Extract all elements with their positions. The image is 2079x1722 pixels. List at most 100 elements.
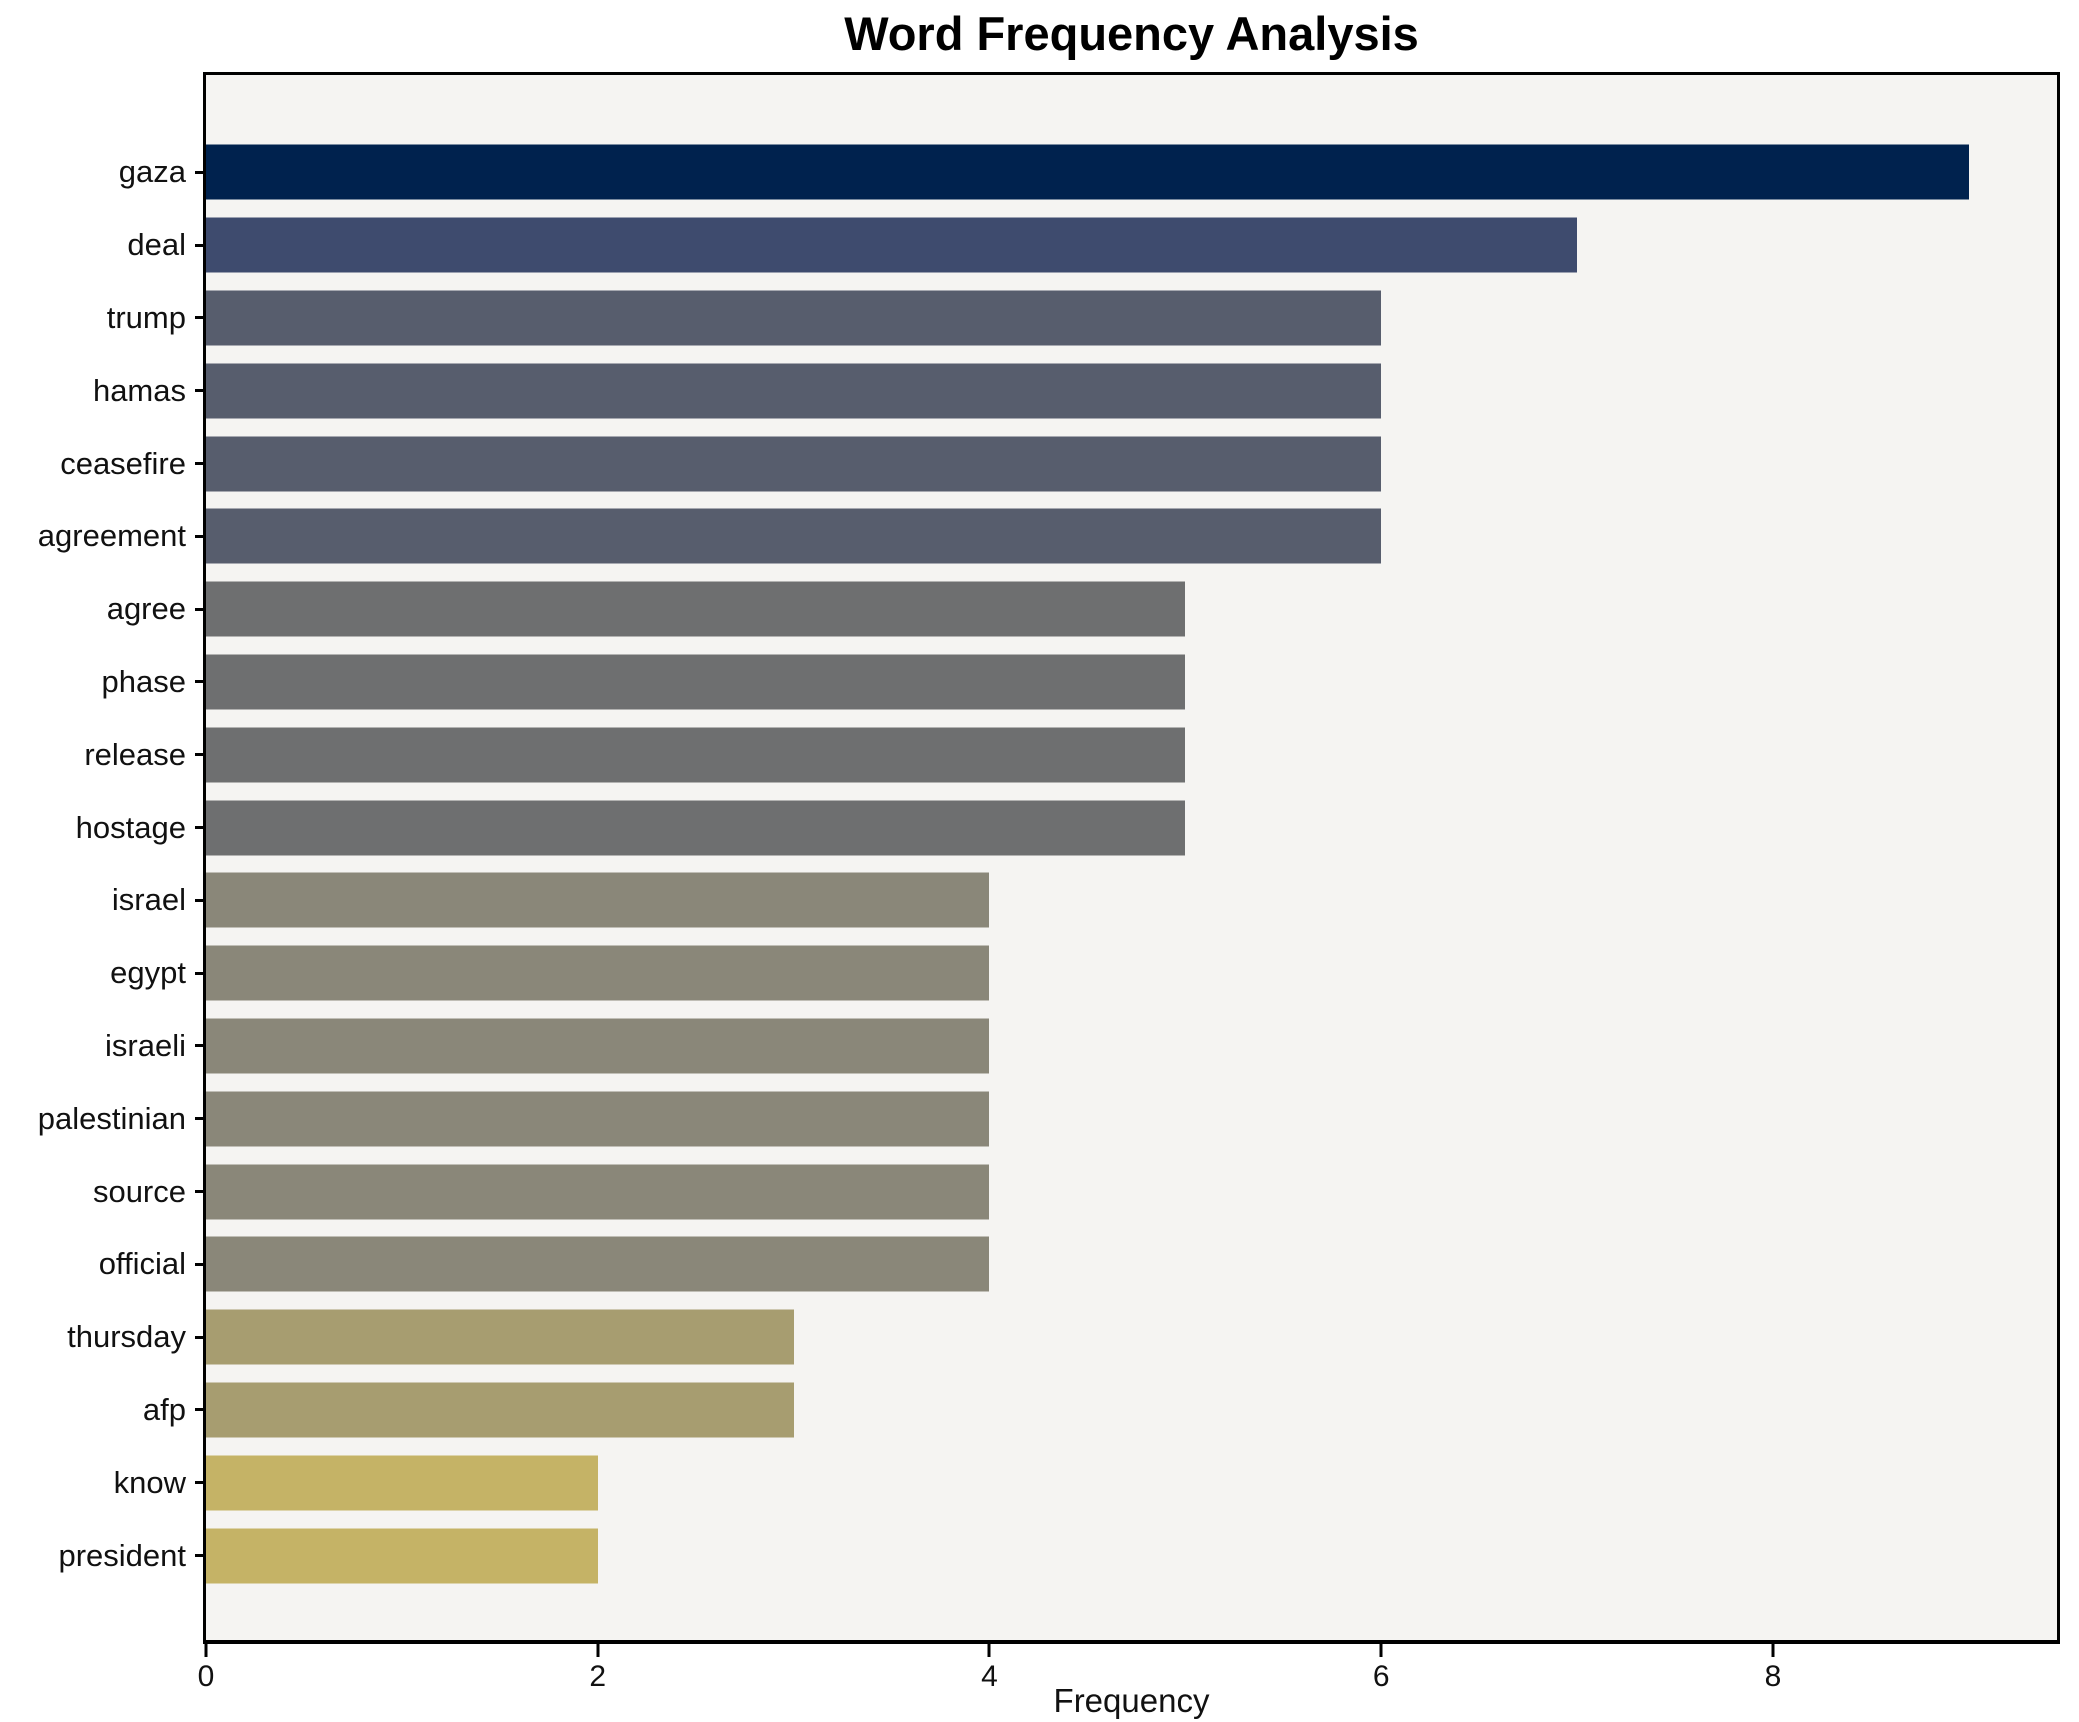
category-label: know xyxy=(0,1465,206,1501)
category-label-text: deal xyxy=(127,227,186,263)
x-tick-mark xyxy=(1771,1644,1775,1657)
category-label: afp xyxy=(0,1392,206,1428)
category-label: release xyxy=(0,737,206,773)
category-label: deal xyxy=(0,227,206,263)
x-axis-ticks: 0 2 4 6 8 xyxy=(198,1644,2057,1704)
bar-track xyxy=(206,718,2057,791)
y-tick-mark xyxy=(195,389,206,393)
y-tick-mark xyxy=(195,1117,206,1121)
bar-row: gaza xyxy=(0,136,2060,209)
bar-track xyxy=(206,646,2057,719)
y-tick-mark xyxy=(195,462,206,466)
y-tick-mark xyxy=(195,898,206,902)
category-label-text: source xyxy=(92,1173,186,1209)
category-label-text: ceasefire xyxy=(60,445,186,481)
frequency-bar xyxy=(206,290,1382,346)
category-label-text: israeli xyxy=(105,1027,186,1063)
bar-row: know xyxy=(0,1446,2060,1519)
category-label: president xyxy=(0,1538,206,1574)
bar-row: israeli xyxy=(0,1010,2060,1083)
category-label: hamas xyxy=(0,373,206,409)
x-tick-mark xyxy=(596,1644,600,1657)
frequency-bar xyxy=(206,1236,990,1292)
bar-rows-container: gaza deal trump hamas ceasefire agreement agre… xyxy=(0,72,2060,1644)
bar-row: afp xyxy=(0,1374,2060,1447)
y-tick-mark xyxy=(195,1408,206,1412)
frequency-bar xyxy=(206,508,1382,564)
category-label-text: trump xyxy=(106,299,186,335)
bar-track xyxy=(206,282,2057,355)
x-tick-label: 2 xyxy=(589,1660,607,1693)
bar-row: phase xyxy=(0,646,2060,719)
category-label: phase xyxy=(0,664,206,700)
y-tick-mark xyxy=(195,1481,206,1485)
category-label: ceasefire xyxy=(0,446,206,482)
bar-track xyxy=(206,136,2057,209)
bar-row: release xyxy=(0,718,2060,791)
frequency-bar xyxy=(206,581,1186,637)
bar-track xyxy=(206,1301,2057,1374)
y-tick-mark xyxy=(195,753,206,757)
frequency-bar xyxy=(206,1528,598,1584)
y-tick-mark xyxy=(195,607,206,611)
frequency-bar xyxy=(206,654,1186,710)
category-label: official xyxy=(0,1246,206,1282)
y-tick-mark xyxy=(195,170,206,174)
y-tick-mark xyxy=(195,1190,206,1194)
category-label: thursday xyxy=(0,1319,206,1355)
bar-row: agree xyxy=(0,573,2060,646)
y-tick-mark xyxy=(195,826,206,830)
category-label-text: official xyxy=(98,1246,186,1282)
frequency-bar xyxy=(206,1309,794,1365)
bar-track xyxy=(206,209,2057,282)
category-label-text: thursday xyxy=(67,1319,186,1355)
category-label: gaza xyxy=(0,154,206,190)
bar-track xyxy=(206,573,2057,646)
y-tick-mark xyxy=(195,316,206,320)
y-tick-mark xyxy=(195,1335,206,1339)
x-tick-mark xyxy=(987,1644,991,1657)
bar-row: thursday xyxy=(0,1301,2060,1374)
bar-track xyxy=(206,427,2057,500)
x-axis-label: Frequency xyxy=(1053,1682,1210,1719)
bar-track xyxy=(206,1228,2057,1301)
bar-track xyxy=(206,1010,2057,1083)
y-tick-mark xyxy=(195,971,206,975)
bar-track xyxy=(206,500,2057,573)
category-label: palestinian xyxy=(0,1101,206,1137)
bar-row: palestinian xyxy=(0,1082,2060,1155)
category-label: agree xyxy=(0,591,206,627)
y-tick-mark xyxy=(195,1262,206,1266)
category-label-text: agree xyxy=(106,591,186,627)
bar-row: trump xyxy=(0,282,2060,355)
frequency-bar xyxy=(206,144,1969,200)
y-tick-mark xyxy=(195,534,206,538)
category-label-text: palestinian xyxy=(37,1100,186,1136)
bar-row: egypt xyxy=(0,937,2060,1010)
category-label-text: hamas xyxy=(92,372,186,408)
category-label-text: president xyxy=(58,1537,186,1573)
x-tick-label: 4 xyxy=(981,1660,998,1693)
category-label: egypt xyxy=(0,955,206,991)
bar-row: deal xyxy=(0,209,2060,282)
bar-row: hostage xyxy=(0,791,2060,864)
chart-title: Word Frequency Analysis xyxy=(844,7,1419,60)
x-tick-label: 6 xyxy=(1372,1660,1390,1693)
y-tick-mark xyxy=(195,1044,206,1048)
frequency-bar xyxy=(206,1018,990,1074)
frequency-bar xyxy=(206,872,990,928)
bar-track xyxy=(206,864,2057,937)
frequency-bar xyxy=(206,217,1578,273)
frequency-bar xyxy=(206,363,1382,419)
category-label-text: hostage xyxy=(75,809,186,845)
category-label: hostage xyxy=(0,810,206,846)
bar-row: ceasefire xyxy=(0,427,2060,500)
frequency-bar xyxy=(206,1382,794,1438)
x-tick-mark xyxy=(204,1644,208,1657)
category-label-text: israel xyxy=(111,882,186,918)
y-tick-mark xyxy=(195,1554,206,1558)
category-label-text: afp xyxy=(142,1391,186,1427)
category-label: israeli xyxy=(0,1028,206,1064)
frequency-bar xyxy=(206,727,1186,783)
